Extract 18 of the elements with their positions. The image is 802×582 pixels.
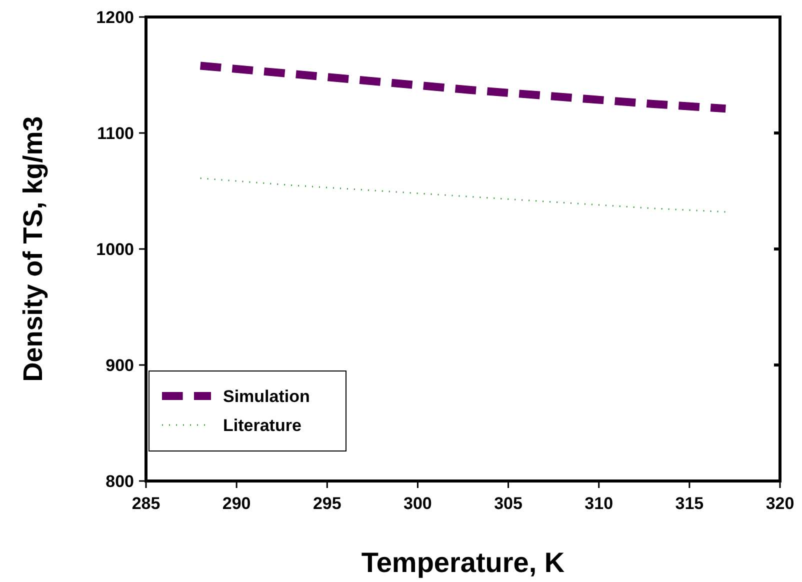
y-tick-label: 1000 — [96, 240, 134, 259]
y-tick-label: 1200 — [96, 8, 134, 27]
x-tick-label: 295 — [312, 494, 342, 513]
x-tick-label: 300 — [404, 494, 432, 513]
legend-label: Literature — [223, 416, 302, 435]
y-tick-label: 800 — [106, 472, 134, 491]
x-tick-label: 290 — [222, 494, 251, 513]
y-tick-label: 900 — [106, 356, 134, 375]
y-axis-title: Density of TS, kg/m3 — [18, 116, 48, 382]
x-tick-label: 310 — [584, 494, 614, 513]
x-tick-label: 315 — [675, 494, 704, 513]
x-tick-label: 320 — [766, 494, 794, 513]
x-tick-label: 305 — [494, 494, 522, 513]
line-series — [200, 177, 726, 213]
y-tick-label: 1100 — [97, 124, 134, 143]
legend-label: Simulation — [223, 387, 310, 406]
x-tick-label: 285 — [132, 494, 160, 513]
x-axis-title: Temperature, K — [361, 547, 565, 578]
